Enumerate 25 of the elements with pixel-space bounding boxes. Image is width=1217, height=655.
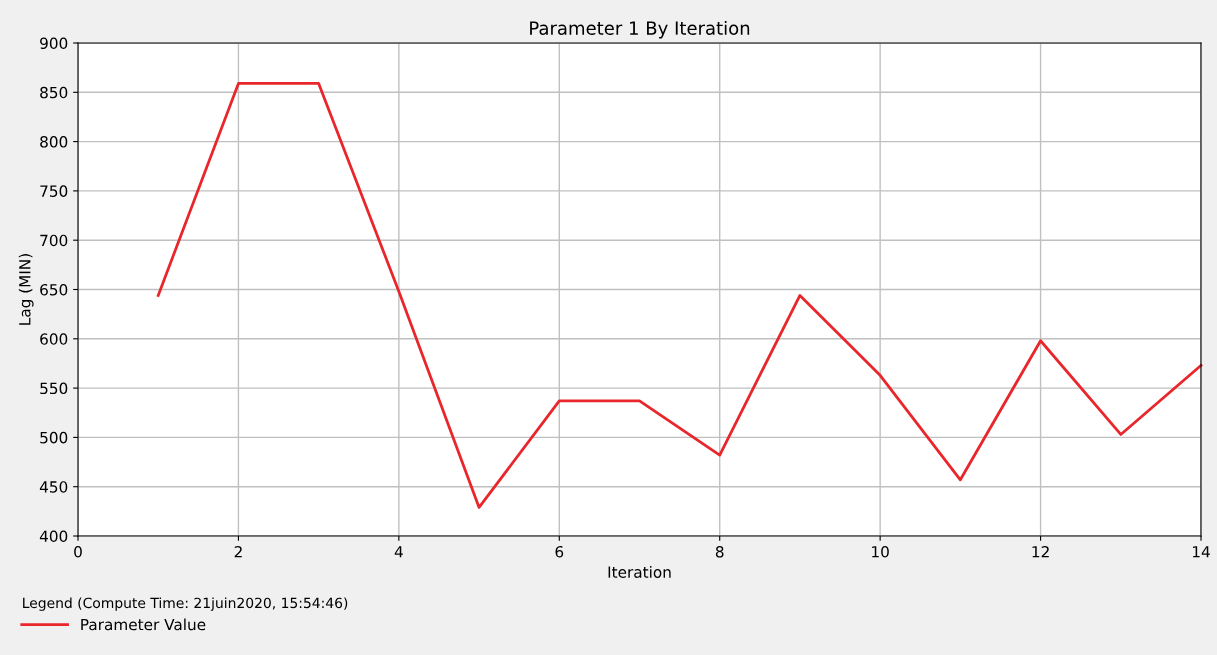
x-tick-label: 6 [555, 545, 564, 558]
y-tick-label: 600 [40, 333, 68, 345]
y-tick-label: 700 [40, 234, 68, 247]
x-tick-label: 8 [715, 545, 724, 558]
y-tick-label: 900 [40, 37, 68, 50]
x-tick-label: 14 [1192, 546, 1210, 558]
legend-label: Parameter Value [81, 618, 206, 631]
y-axis-title: Lag (MIN) [18, 254, 34, 325]
x-tick-label: 2 [234, 545, 242, 558]
chart-title: Parameter 1 By Iteration [530, 20, 750, 39]
y-tick-label: 450 [39, 481, 68, 493]
y-tick-label: 650 [40, 283, 68, 296]
y-tick-label: 850 [40, 86, 68, 99]
y-tick-label: 750 [40, 185, 68, 197]
x-tick-label: 4 [394, 546, 403, 558]
y-tick-label: 400 [39, 530, 68, 543]
x-tick-label: 10 [872, 545, 889, 558]
y-tick-label: 800 [40, 136, 68, 148]
x-tick-label: 12 [1032, 545, 1049, 558]
x-axis-title: Iteration [608, 566, 671, 578]
legend-title: Legend (Compute Time: 21juin2020, 15:54:46) [23, 597, 348, 611]
y-tick-label: 500 [40, 431, 68, 444]
line-series [156, 82, 1203, 509]
y-tick-label: 550 [40, 382, 68, 395]
x-tick-label: 0 [74, 545, 82, 558]
